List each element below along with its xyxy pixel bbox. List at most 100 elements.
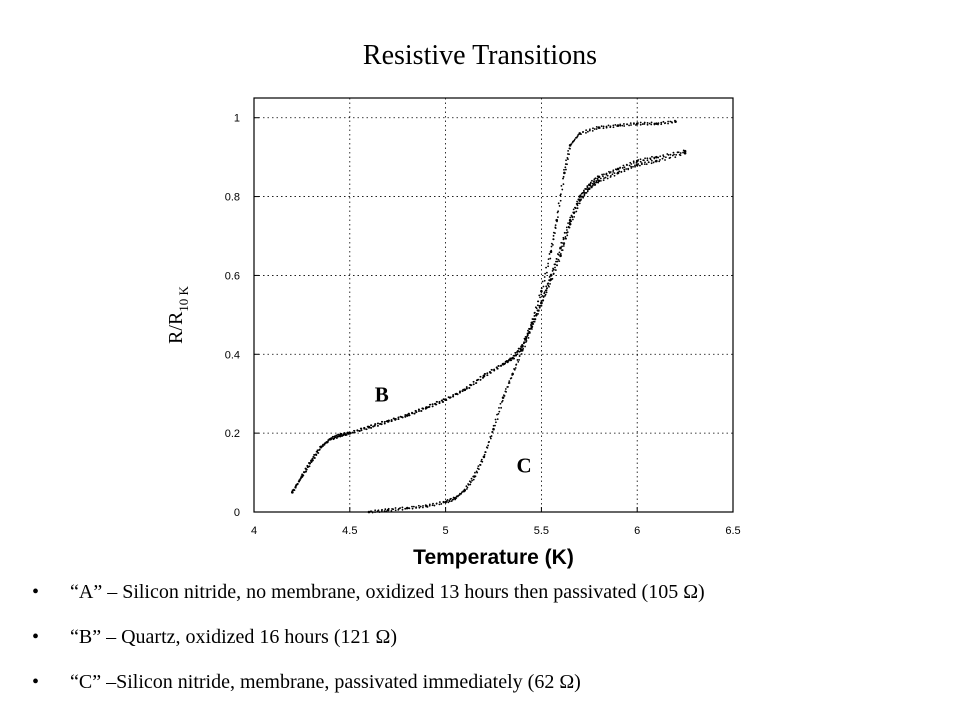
data-point [625, 168, 628, 170]
data-point [555, 260, 557, 263]
data-point [450, 500, 453, 502]
x-tick-label: 6 [634, 525, 640, 537]
data-point [415, 411, 418, 413]
data-point [667, 154, 670, 156]
data-point [394, 507, 397, 509]
data-point [575, 136, 578, 139]
data-point [475, 379, 478, 382]
data-point [431, 504, 434, 507]
data-point [545, 291, 548, 294]
data-point [310, 461, 313, 464]
data-point [562, 177, 564, 180]
data-point [655, 155, 658, 159]
series-2 [367, 151, 687, 514]
data-point [634, 164, 636, 167]
note-a: • “A” – Silicon nitride, no membrane, oxi… [32, 580, 705, 605]
data-point [308, 465, 311, 468]
resistive-transitions-chart: 4 4.5 5 5.5 6 6.500.20.40.60.81 BC Temperatur… [165, 97, 741, 569]
data-point [552, 231, 555, 234]
data-point [511, 374, 514, 376]
data-point [498, 410, 501, 413]
data-point [381, 420, 384, 423]
data-point [639, 160, 642, 163]
data-point [594, 183, 597, 186]
data-point [682, 151, 684, 154]
data-point [504, 388, 507, 390]
data-point [541, 280, 544, 283]
data-point [401, 508, 404, 511]
data-point [657, 123, 659, 126]
y-tick-label: 0.8 [225, 192, 240, 204]
data-point [299, 479, 301, 482]
data-point [654, 160, 657, 163]
data-point [645, 163, 648, 166]
data-point [585, 129, 588, 132]
data-point [580, 133, 582, 136]
series-0 [291, 119, 677, 494]
x-tick-label: 5.5 [534, 525, 549, 537]
data-point [505, 360, 508, 362]
data-point [618, 170, 621, 173]
data-point [353, 431, 356, 434]
data-point [537, 309, 539, 312]
data-point [639, 121, 642, 124]
data-point [515, 363, 518, 366]
data-point [479, 375, 482, 378]
data-point [383, 510, 386, 512]
data-point [646, 157, 649, 160]
data-point [386, 420, 389, 422]
data-point [658, 160, 661, 163]
data-point [547, 282, 550, 285]
data-point [583, 193, 586, 196]
data-point [546, 287, 548, 289]
data-point [576, 204, 579, 207]
data-point [629, 161, 632, 164]
data-point [455, 497, 458, 500]
data-point [660, 123, 663, 126]
data-point [360, 429, 363, 432]
data-point [550, 245, 553, 248]
data-point [469, 481, 472, 484]
data-point [609, 174, 612, 177]
data-point [506, 361, 509, 364]
data-point [586, 130, 589, 133]
data-point [376, 422, 379, 425]
data-point [563, 168, 565, 171]
data-point [429, 403, 432, 406]
data-point [540, 301, 543, 305]
data-point [394, 509, 397, 512]
data-point [606, 174, 609, 177]
data-point [554, 269, 557, 271]
data-point [566, 163, 568, 166]
data-point [388, 419, 390, 422]
data-point [545, 271, 548, 274]
data-point [562, 245, 565, 247]
data-point [531, 318, 534, 320]
data-point [603, 173, 605, 176]
data-point [411, 507, 414, 510]
data-point [552, 238, 555, 241]
data-point [291, 490, 294, 494]
data-point [371, 511, 374, 514]
data-point [573, 139, 576, 142]
data-point [662, 155, 665, 158]
data-point [583, 189, 585, 192]
y-tick-label: 0.4 [225, 349, 240, 361]
data-point [605, 173, 608, 176]
data-point [443, 398, 445, 401]
data-point [621, 124, 624, 127]
data-point [417, 504, 420, 507]
data-point [469, 383, 471, 386]
data-point [550, 242, 553, 245]
data-point [566, 156, 569, 159]
data-point [489, 437, 492, 440]
data-point [601, 173, 604, 176]
data-point [485, 446, 488, 449]
data-point [649, 158, 652, 161]
data-point [500, 406, 503, 409]
data-point [620, 170, 623, 173]
data-point [539, 296, 541, 299]
data-point [557, 202, 560, 205]
data-point [538, 294, 541, 297]
data-point [353, 429, 355, 432]
